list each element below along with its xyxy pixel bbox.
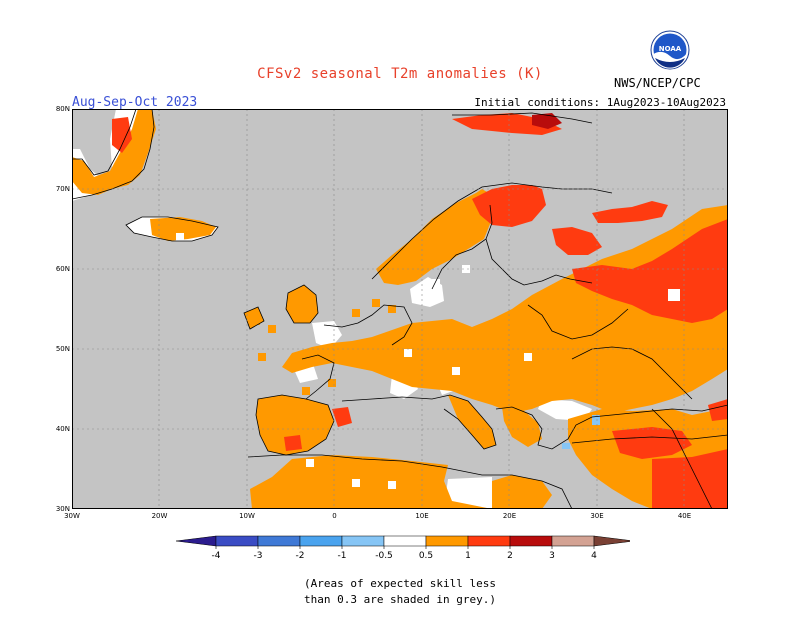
legend-colorbar: -4 -3 -2 -1 -0.5 0.5 1 2 3 4: [175, 535, 630, 561]
skill-note-line-1: (Areas of expected skill less: [303, 577, 497, 590]
longitude-label: 10W: [239, 512, 255, 520]
legend-tick-label: 3: [549, 551, 555, 561]
skill-note: (Areas of expected skill less than 0.3 a…: [0, 576, 800, 608]
legend-tick-label: 1: [465, 551, 471, 561]
legend-tick-label: -4: [212, 551, 221, 561]
latitude-label: 30N: [55, 505, 70, 513]
legend-swatch: [425, 535, 469, 547]
legend-tick-label: -2: [296, 551, 305, 561]
legend-swatch: [299, 535, 343, 547]
legend-tick-label: -1: [338, 551, 347, 561]
longitude-label: 40E: [677, 512, 692, 520]
legend-swatch: [257, 535, 301, 547]
map-title: CFSv2 seasonal T2m anomalies (K): [257, 66, 543, 82]
longitude-label: 20W: [151, 512, 168, 520]
longitude-label: 20E: [502, 512, 517, 520]
latitude-label: 60N: [55, 265, 70, 273]
longitude-label: 10E: [415, 512, 429, 520]
legend-swatch: [551, 535, 595, 547]
latitude-label: 70N: [55, 185, 70, 193]
legend-tick-label: 0.5: [419, 551, 433, 561]
legend-tick-label: 4: [591, 551, 597, 561]
anomaly-2-3-region: [532, 113, 562, 129]
season-label: Aug-Sep-Oct 2023: [72, 95, 198, 110]
noaa-logo-icon: NOAA: [650, 30, 690, 70]
skill-note-line-2: than 0.3 are shaded in grey.): [303, 593, 497, 606]
forecast-map: [72, 109, 728, 509]
logo-text: NOAA: [659, 45, 682, 53]
legend-swatch: [467, 535, 511, 547]
latitude-label: 80N: [55, 105, 70, 113]
longitude-label: 30E: [590, 512, 604, 520]
legend-tick-label: -3: [254, 551, 263, 561]
legend-tick-label: 2: [507, 551, 513, 561]
anomaly-1-2-region: [112, 113, 728, 509]
anomaly-cool-spot: [592, 415, 600, 425]
latitude-label: 50N: [55, 345, 70, 353]
legend-swatch: [509, 535, 553, 547]
agency-label: NWS/NCEP/CPC: [614, 76, 701, 90]
initial-conditions-label: Initial conditions: 1Aug2023-10Aug2023: [474, 96, 726, 109]
legend-swatch: [341, 535, 385, 547]
map-frame: [72, 109, 728, 509]
legend-arrow-right: [593, 535, 630, 547]
legend-swatch: [215, 535, 259, 547]
legend-swatch: [383, 535, 427, 547]
coastlines: [72, 109, 728, 509]
legend-tick-label: -0.5: [375, 551, 393, 561]
latitude-label: 40N: [55, 425, 70, 433]
legend-arrow-left: [175, 535, 217, 547]
longitude-label: 30W: [64, 512, 80, 520]
grid-lines: [72, 109, 728, 509]
longitude-label: 0: [332, 512, 337, 520]
